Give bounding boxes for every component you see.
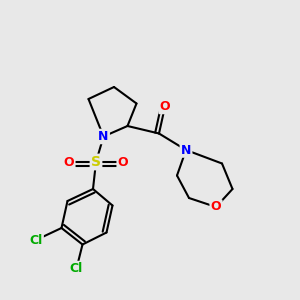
Text: S: S <box>91 155 101 169</box>
Text: O: O <box>160 100 170 113</box>
Text: O: O <box>211 200 221 214</box>
Text: O: O <box>118 155 128 169</box>
Text: N: N <box>98 130 109 143</box>
Text: Cl: Cl <box>29 233 43 247</box>
Text: O: O <box>64 155 74 169</box>
Text: Cl: Cl <box>70 262 83 275</box>
Text: N: N <box>181 143 191 157</box>
